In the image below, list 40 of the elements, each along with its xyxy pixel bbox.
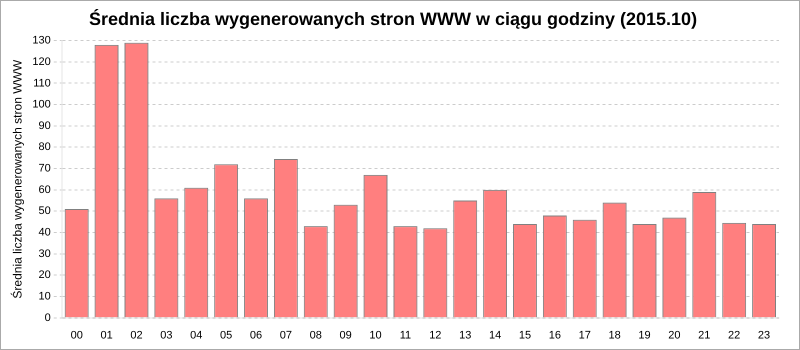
y-tick-label: 60	[38, 184, 51, 196]
x-tick-label: 06	[250, 329, 262, 342]
y-tick-label: 110	[33, 77, 51, 90]
y-tick-label: 80	[38, 141, 51, 154]
x-tick-label: 19	[638, 329, 651, 342]
x-tick-label: 17	[578, 329, 591, 342]
x-tick-label: 02	[130, 329, 143, 342]
x-tick-label: 22	[728, 329, 740, 342]
y-tick-label: 120	[32, 56, 51, 68]
x-tick-label: 14	[488, 329, 502, 342]
y-tick-label: 50	[38, 205, 51, 218]
x-tick-label: 16	[548, 329, 561, 342]
y-tick-label: 30	[38, 248, 51, 260]
y-tick-label: 70	[38, 162, 51, 175]
x-tick-label: 15	[518, 329, 532, 342]
x-tick-label: 07	[280, 329, 292, 342]
y-tick-label: 130	[32, 34, 51, 47]
x-tick-label: 01	[100, 329, 113, 342]
x-tick-label: 08	[310, 329, 322, 342]
x-tick-label: 00	[70, 329, 83, 342]
x-tick-label: 21	[698, 329, 710, 342]
y-tick-label: 100	[32, 98, 51, 111]
x-tick-label: 10	[369, 329, 382, 342]
x-tick-label: 04	[190, 329, 202, 342]
y-tick-label: 0	[44, 312, 51, 324]
x-tick-label: 12	[429, 329, 442, 342]
x-tick-label: 09	[340, 329, 352, 342]
y-tick-label: 10	[38, 290, 51, 303]
x-tick-label: 13	[459, 329, 472, 342]
x-tick-label: 11	[400, 329, 412, 342]
y-tick-label: 40	[38, 226, 51, 239]
x-tick-label: 23	[758, 329, 770, 342]
y-axis-title: Średnia liczba wygenerowanych stron WWW	[10, 59, 25, 299]
x-tick-label: 03	[160, 329, 172, 342]
y-tick-label: 20	[38, 269, 51, 282]
x-tick-label: 18	[608, 329, 621, 342]
x-tick-label: 05	[220, 329, 232, 342]
y-tick-label: 90	[38, 120, 51, 132]
x-tick-label: 20	[668, 329, 681, 342]
chart-title: Średnia liczba wygenerowanych stron WWW w ciągu godziny (2015.10)	[88, 8, 698, 29]
